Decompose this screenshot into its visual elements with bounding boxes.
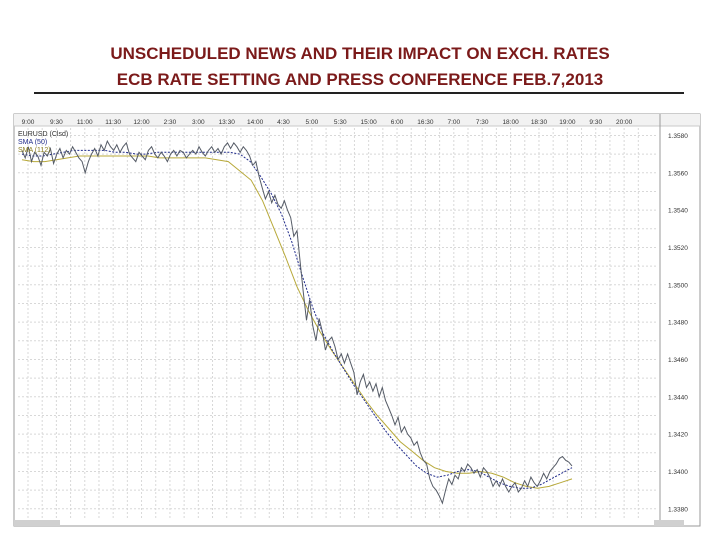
time-tick-label: 15:00 [361,119,378,126]
time-tick-labels: 9:00 9:30 11:00 11:30 12:00 2:30 3:00 13:30 14:0… [22,119,633,126]
legend-item-price: EURUSD (Clsd) [18,131,68,138]
time-axis-bar [14,114,700,126]
time-tick-label: 6:00 [391,119,404,126]
time-tick-label: 16:30 [417,119,434,126]
price-tick-labels: 1.3580 1.3560 1.3540 1.3520 1.3500 1.3480 1.34… [668,133,688,513]
time-tick-label: 7:30 [476,119,489,126]
time-tick-label: 20:00 [616,119,633,126]
time-tick-label: 7:00 [447,119,460,126]
price-tick-label: 1.3440 [668,394,688,401]
chart-scrollbar-right[interactable] [654,520,684,526]
chart-scrollbar-left[interactable] [14,520,60,526]
price-tick-label: 1.3540 [668,208,688,215]
price-tick-label: 1.3500 [668,282,688,289]
time-tick-label: 12:00 [133,119,150,126]
price-tick-label: 1.3580 [668,133,688,140]
chart-frame-border [13,113,701,527]
sma-112-line [21,155,573,489]
slide-title-line-1: UNSCHEDULED NEWS AND THEIR IMPACT ON EXC… [110,44,610,63]
time-tick-label: 5:30 [334,119,347,126]
time-tick-label: 18:30 [531,119,548,126]
price-tick-label: 1.3460 [668,357,688,364]
legend-item-sma-112: SMA (112) [18,147,51,154]
time-tick-label: 9:30 [50,119,63,126]
time-tick-label: 18:00 [502,119,519,126]
time-tick-label: 4:30 [277,119,290,126]
eurusd-price-line [21,139,573,505]
time-tick-label: 13:30 [219,119,236,126]
time-tick-label: 3:00 [192,119,205,126]
grid-lines [18,128,656,520]
time-tick-label: 2:30 [164,119,177,126]
time-tick-label: 5:00 [306,119,319,126]
time-tick-label: 19:00 [559,119,576,126]
price-tick-label: 1.3480 [668,320,688,327]
legend-item-sma-50: SMA (50) [18,139,47,146]
price-tick-label: 1.3380 [668,506,688,513]
price-tick-label: 1.3420 [668,432,688,439]
time-tick-label: 9:00 [22,119,35,126]
title-underline [34,92,684,94]
slide-title-line-2: ECB RATE SETTING AND PRESS CONFERENCE FE… [116,70,604,89]
price-tick-label: 1.3520 [668,245,688,252]
time-tick-label: 9:30 [589,119,602,126]
sma-50-line [21,149,573,489]
time-tick-label: 14:00 [247,119,264,126]
price-tick-label: 1.3400 [668,469,688,476]
time-tick-label: 11:00 [77,119,93,126]
time-tick-label: 11:30 [105,119,121,126]
price-tick-label: 1.3560 [668,170,688,177]
